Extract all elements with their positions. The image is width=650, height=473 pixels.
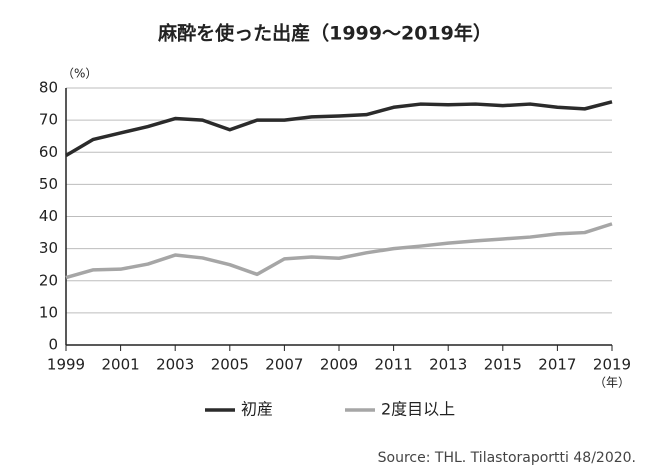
y-tick-label: 0 <box>48 336 58 354</box>
y-tick-label: 50 <box>39 175 58 193</box>
x-tick-label: 2009 <box>320 356 358 374</box>
x-tick-label: 2013 <box>429 356 467 374</box>
y-tick-label: 30 <box>39 239 58 257</box>
x-tick-label: 1999 <box>47 356 85 374</box>
legend-label: 初産 <box>241 400 273 419</box>
x-tick-label: 2007 <box>265 356 303 374</box>
x-tick-label: 2003 <box>156 356 194 374</box>
y-tick-label: 10 <box>39 303 58 321</box>
y-tick-label: 80 <box>39 79 58 97</box>
x-tick-label: 2005 <box>211 356 249 374</box>
x-tick-label: 2019 <box>593 356 631 374</box>
series-line <box>65 100 613 157</box>
y-tick-label: 60 <box>39 143 58 161</box>
x-tick-label: 2015 <box>484 356 522 374</box>
source: Source: THL. Tilastoraportti 48/2020. <box>378 450 636 466</box>
chart-title: 麻酔を使った出産（1999〜2019年） <box>157 22 492 45</box>
x-tick-label: 2017 <box>538 356 576 374</box>
y-tick-label: 40 <box>39 207 58 225</box>
y-unit: （%） <box>62 67 97 81</box>
x-tick-label: 2011 <box>375 356 413 374</box>
x-tick-label: 2001 <box>102 356 140 374</box>
series-line <box>65 222 613 280</box>
legend-label: 2度目以上 <box>381 400 455 419</box>
x-unit: （年） <box>594 376 630 390</box>
y-tick-label: 20 <box>39 271 58 289</box>
y-tick-label: 70 <box>39 111 58 129</box>
